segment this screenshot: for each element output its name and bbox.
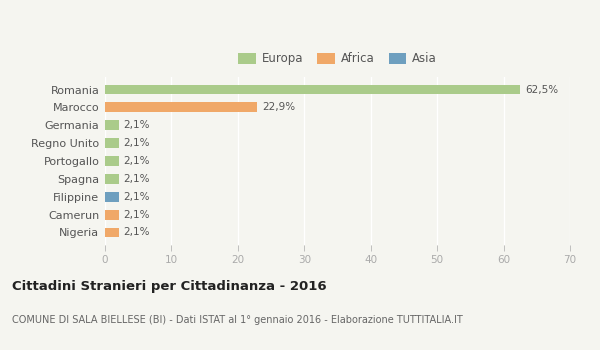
- Bar: [105, 156, 119, 166]
- Text: 62,5%: 62,5%: [525, 85, 558, 95]
- Text: COMUNE DI SALA BIELLESE (BI) - Dati ISTAT al 1° gennaio 2016 - Elaborazione TUTT: COMUNE DI SALA BIELLESE (BI) - Dati ISTA…: [12, 315, 463, 325]
- Bar: [105, 192, 119, 202]
- Text: 22,9%: 22,9%: [262, 103, 295, 112]
- Bar: [105, 103, 257, 112]
- Text: 2,1%: 2,1%: [124, 138, 150, 148]
- Bar: [105, 174, 119, 184]
- Text: Cittadini Stranieri per Cittadinanza - 2016: Cittadini Stranieri per Cittadinanza - 2…: [12, 280, 326, 293]
- Bar: [105, 138, 119, 148]
- Bar: [105, 228, 119, 237]
- Bar: [105, 210, 119, 219]
- Text: 2,1%: 2,1%: [124, 156, 150, 166]
- Text: 2,1%: 2,1%: [124, 210, 150, 219]
- Text: 2,1%: 2,1%: [124, 120, 150, 130]
- Legend: Europa, Africa, Asia: Europa, Africa, Asia: [236, 50, 439, 68]
- Bar: [105, 85, 520, 95]
- Text: 2,1%: 2,1%: [124, 228, 150, 237]
- Bar: [105, 120, 119, 130]
- Text: 2,1%: 2,1%: [124, 192, 150, 202]
- Text: 2,1%: 2,1%: [124, 174, 150, 184]
